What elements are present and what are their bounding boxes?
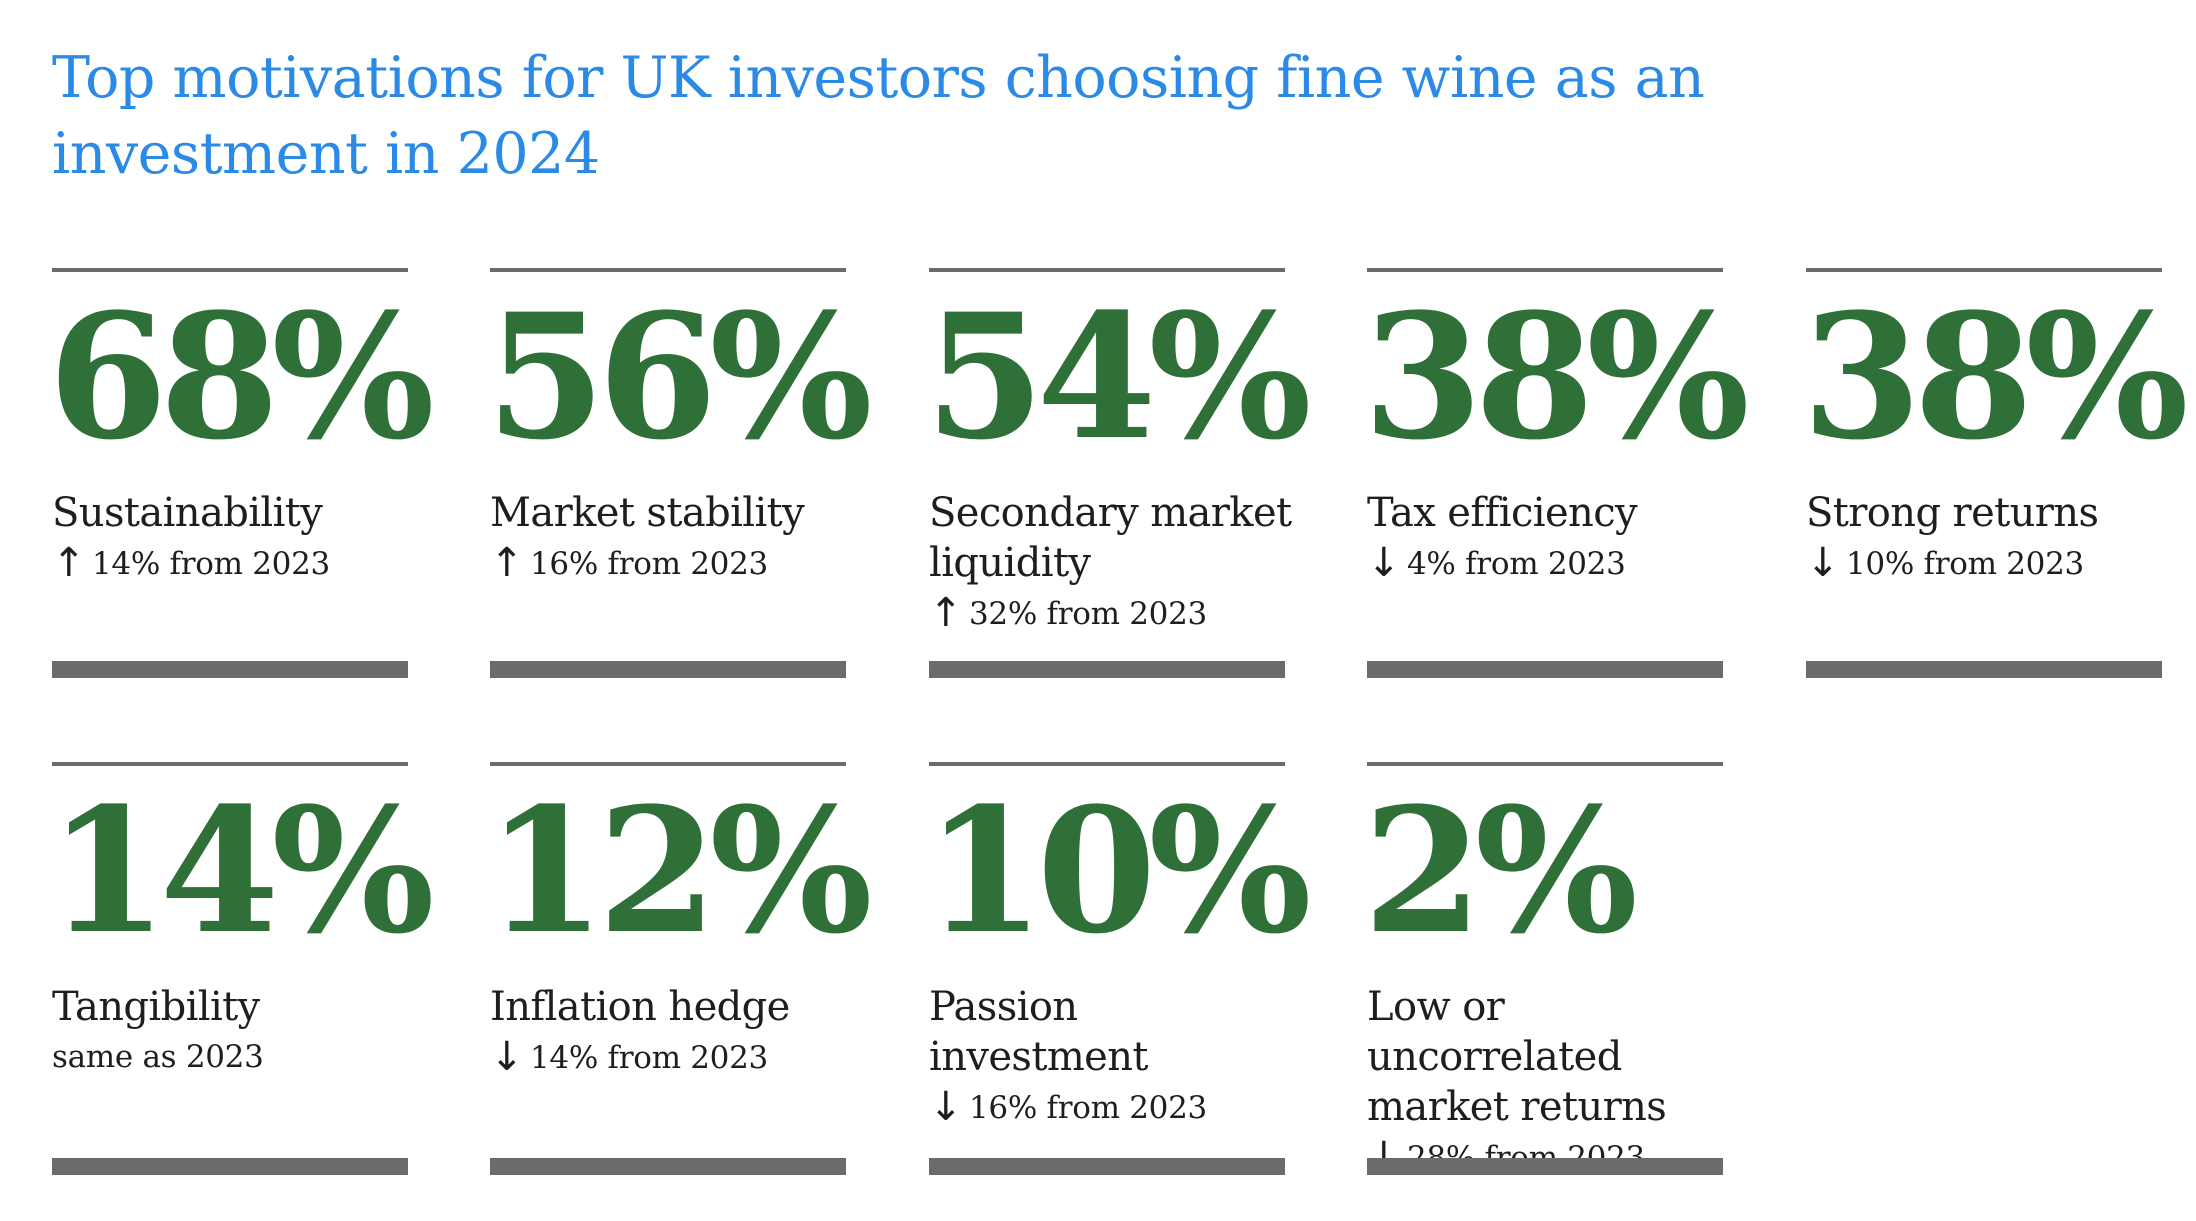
percentage-value: 2% xyxy=(1363,769,1638,972)
motivation-name: Passion investment xyxy=(929,984,1148,1080)
change-from-2023: ↑ 32% from 2023 xyxy=(929,588,1299,639)
card-top-divider xyxy=(1367,762,1723,766)
percentage-value: 12% xyxy=(486,769,873,972)
motivation-card: 10% Passion investment ↓ 16% from 2023 xyxy=(925,762,1312,1175)
motivation-label: Secondary market liquidity ↑ 32% from 2023 xyxy=(929,488,1299,639)
motivation-name: Tax efficiency xyxy=(1367,490,1638,536)
card-top-divider xyxy=(490,762,846,766)
arrow-up-icon: ↑ xyxy=(490,540,524,586)
change-from-2023: ↓ 4% from 2023 xyxy=(1367,538,1737,589)
chart-title: Top motivations for UK investors choosin… xyxy=(52,45,1705,187)
arrow-up-icon: ↑ xyxy=(929,590,963,636)
motivation-card: 38% Tax efficiency ↓ 4% from 2023 xyxy=(1363,268,1750,678)
motivation-card: 12% Inflation hedge ↓ 14% from 2023 xyxy=(486,762,873,1175)
change-text: 10% from 2023 xyxy=(1846,546,2084,582)
change-text: 14% from 2023 xyxy=(92,546,330,582)
change-from-2023: same as 2023 xyxy=(52,1032,422,1082)
change-from-2023: ↓ 10% from 2023 xyxy=(1806,538,2176,589)
percentage-value: 38% xyxy=(1363,275,1750,478)
motivation-label: Low or uncorrelated market returns↓28% f… xyxy=(1367,982,1737,1183)
change-text: 14% from 2023 xyxy=(530,1040,768,1076)
arrow-down-icon: ↓ xyxy=(490,1034,524,1080)
motivation-label: Tax efficiency ↓ 4% from 2023 xyxy=(1367,488,1737,589)
arrow-down-icon: ↓ xyxy=(1806,540,1840,586)
card-top-divider xyxy=(52,762,408,766)
change-text: 4% from 2023 xyxy=(1407,546,1626,582)
card-bottom-bar xyxy=(1806,661,2162,678)
motivation-name: Sustainability xyxy=(52,490,323,536)
motivation-name: Tangibility xyxy=(52,984,260,1030)
motivation-label: Tangibility same as 2023 xyxy=(52,982,422,1082)
motivation-label: Inflation hedge ↓ 14% from 2023 xyxy=(490,982,860,1083)
change-from-2023: ↓ 14% from 2023 xyxy=(490,1032,860,1083)
card-bottom-bar xyxy=(52,1158,408,1175)
change-from-2023: ↓ 16% from 2023 xyxy=(929,1082,1299,1133)
card-top-divider xyxy=(1806,268,2162,272)
card-bottom-bar xyxy=(490,661,846,678)
motivation-name: Strong returns xyxy=(1806,490,2099,536)
motivation-card: 68% Sustainability ↑ 14% from 2023 xyxy=(48,268,435,678)
motivation-card: 38% Strong returns ↓ 10% from 2023 xyxy=(1802,268,2189,678)
card-bottom-bar xyxy=(1367,661,1723,678)
change-text: 16% from 2023 xyxy=(969,1090,1207,1126)
card-top-divider xyxy=(52,268,408,272)
card-bottom-bar xyxy=(1367,1158,1723,1175)
card-top-divider xyxy=(1367,268,1723,272)
motivation-card: 14% Tangibility same as 2023 xyxy=(48,762,435,1175)
change-text: 16% from 2023 xyxy=(530,546,768,582)
arrow-down-icon: ↓ xyxy=(1367,540,1401,586)
card-bottom-bar xyxy=(52,661,408,678)
percentage-value: 56% xyxy=(486,275,873,478)
arrow-down-icon: ↓ xyxy=(929,1084,963,1130)
card-top-divider xyxy=(490,268,846,272)
arrow-up-icon: ↑ xyxy=(52,540,86,586)
motivation-label: Sustainability ↑ 14% from 2023 xyxy=(52,488,422,589)
motivation-label: Passion investment ↓ 16% from 2023 xyxy=(929,982,1299,1133)
motivation-name: Market stability xyxy=(490,490,805,536)
card-bottom-bar xyxy=(490,1158,846,1175)
percentage-value: 38% xyxy=(1802,275,2189,478)
change-text: 32% from 2023 xyxy=(969,596,1207,632)
motivation-card: 2%Low or uncorrelated market returns↓28%… xyxy=(1363,762,1723,1180)
card-top-divider xyxy=(929,268,1285,272)
percentage-value: 14% xyxy=(48,769,435,972)
percentage-value: 10% xyxy=(925,769,1312,972)
motivation-name: Secondary market liquidity xyxy=(929,490,1292,586)
motivation-label: Strong returns ↓ 10% from 2023 xyxy=(1806,488,2176,589)
change-from-2023: ↑ 14% from 2023 xyxy=(52,538,422,589)
card-top-divider xyxy=(929,762,1285,766)
card-bottom-bar xyxy=(929,661,1285,678)
motivation-name: Inflation hedge xyxy=(490,984,790,1030)
motivation-card: 56% Market stability ↑ 16% from 2023 xyxy=(486,268,873,678)
motivation-label: Market stability ↑ 16% from 2023 xyxy=(490,488,860,589)
percentage-value: 68% xyxy=(48,275,435,478)
change-from-2023: ↑ 16% from 2023 xyxy=(490,538,860,589)
motivation-card: 54% Secondary market liquidity ↑ 32% from 2… xyxy=(925,268,1312,678)
change-text: same as 2023 xyxy=(52,1039,264,1075)
percentage-value: 54% xyxy=(925,275,1312,478)
motivation-name: Low or uncorrelated market returns xyxy=(1367,984,1667,1130)
card-bottom-bar xyxy=(929,1158,1285,1175)
